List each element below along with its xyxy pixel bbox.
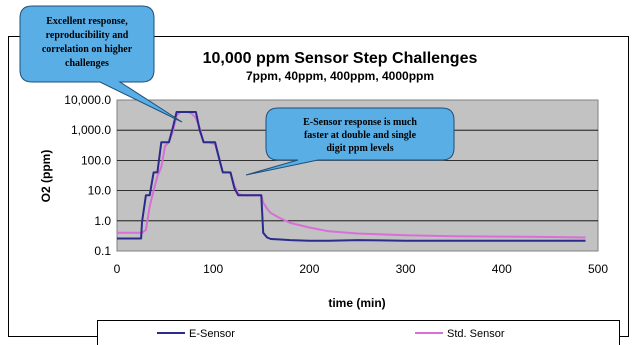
chart-title: 10,000 ppm Sensor Step Challenges bbox=[203, 50, 478, 67]
callout-higher-challenges: Excellent response, reproducibility and co… bbox=[19, 5, 183, 123]
y-axis-ticks: 0.1 1.0 10.0 100.0 1,000.0 10,000.0 bbox=[64, 93, 111, 258]
series-line-e-sensor bbox=[117, 111, 586, 242]
x-tick-label: 200 bbox=[299, 262, 319, 276]
callout-1-text: Excellent response, reproducibility and co… bbox=[42, 16, 133, 69]
x-tick-label: 400 bbox=[492, 262, 512, 276]
chart-subtitle: 7ppm, 40ppm, 400ppm, 4000ppm bbox=[246, 69, 434, 83]
callout-2-bubble bbox=[245, 107, 455, 176]
y-tick-label: 1,000.0 bbox=[71, 123, 111, 137]
y-tick-label: 10,000.0 bbox=[64, 93, 111, 107]
y-tick-label: 1.0 bbox=[94, 214, 111, 228]
legend-label-e-sensor: E-Sensor bbox=[189, 328, 235, 340]
x-tick-label: 500 bbox=[588, 262, 608, 276]
y-tick-label: 0.1 bbox=[94, 244, 111, 258]
y-tick-label: 100.0 bbox=[81, 153, 111, 167]
series-group bbox=[117, 111, 586, 242]
callout-2-text: E-Sensor response is much faster at doubl… bbox=[303, 117, 417, 154]
x-tick-label: 300 bbox=[396, 262, 416, 276]
callout-esensor-faster: E-Sensor response is much faster at doubl… bbox=[245, 107, 455, 176]
legend-label-std-sensor: Std. Sensor bbox=[447, 328, 505, 340]
callout-1-bubble bbox=[19, 5, 183, 123]
x-tick-label: 100 bbox=[203, 262, 223, 276]
x-tick-label: 0 bbox=[114, 262, 121, 276]
y-axis-label: O2 (ppm) bbox=[39, 150, 53, 203]
y-tick-label: 10.0 bbox=[88, 184, 112, 198]
x-axis-label: time (min) bbox=[328, 296, 385, 310]
x-axis-ticks: 0 100 200 300 400 500 bbox=[114, 262, 609, 276]
